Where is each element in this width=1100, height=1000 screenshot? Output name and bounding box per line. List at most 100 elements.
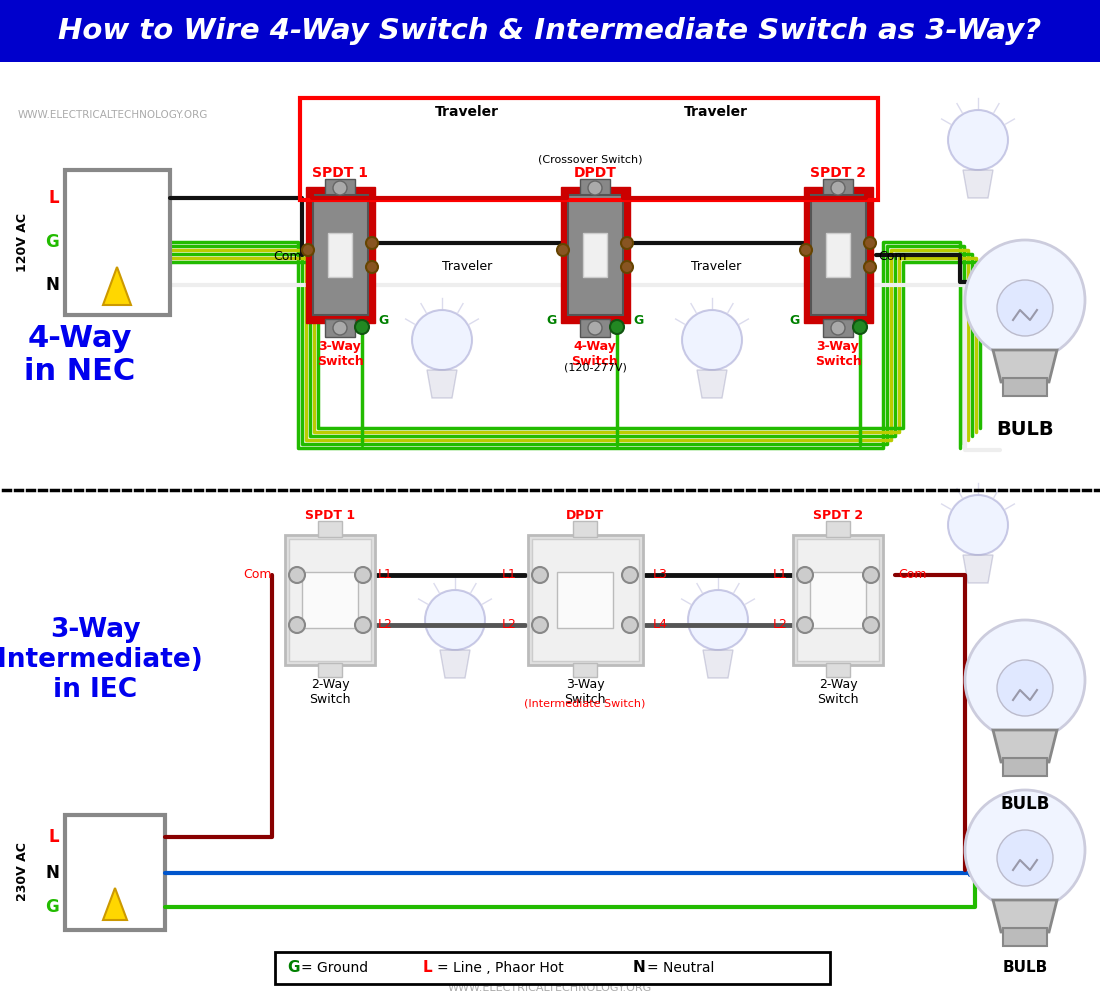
Polygon shape [962,170,993,198]
Circle shape [800,244,812,256]
Circle shape [532,567,548,583]
Text: 2-Way
Switch: 2-Way Switch [817,678,859,706]
Bar [324,319,355,337]
Text: 2-Way
Switch: 2-Way Switch [309,678,351,706]
Bar [793,535,883,665]
Polygon shape [103,267,131,305]
Bar [804,187,873,323]
Circle shape [965,240,1085,360]
Text: N: N [45,864,59,882]
Text: 3-Way
(Intermediate)
in IEC: 3-Way (Intermediate) in IEC [0,617,204,703]
Circle shape [997,660,1053,716]
Text: Traveler: Traveler [434,105,499,119]
Bar [580,179,611,197]
Text: L: L [48,189,59,207]
Bar [324,179,355,197]
Text: L1: L1 [502,568,517,582]
Text: (Intermediate Switch): (Intermediate Switch) [525,698,646,708]
Circle shape [588,181,602,195]
Text: 3-Way
Switch: 3-Way Switch [564,678,606,706]
Text: L: L [48,828,59,846]
Bar [823,179,852,197]
Text: N: N [632,960,646,976]
Bar [1003,758,1047,776]
Circle shape [333,321,346,335]
Circle shape [366,237,378,249]
Circle shape [864,261,876,273]
Circle shape [621,261,632,273]
Text: WWW.ELECTRICALTECHNOLOGY.ORG: WWW.ELECTRICALTECHNOLOGY.ORG [18,110,208,120]
Text: L1: L1 [773,568,788,582]
Text: BULB: BULB [1002,960,1047,975]
Bar [532,539,639,661]
Text: 230V AC: 230V AC [16,843,30,901]
Text: SPDT 1: SPDT 1 [312,166,368,180]
Text: G: G [378,314,388,326]
Bar [826,663,850,677]
Circle shape [425,590,485,650]
Circle shape [688,590,748,650]
Bar [0,62,1100,490]
Bar [811,195,866,315]
Polygon shape [993,730,1057,762]
Circle shape [355,617,371,633]
Bar [314,195,369,315]
Circle shape [997,830,1053,886]
Circle shape [948,110,1008,170]
Polygon shape [703,650,733,678]
Polygon shape [993,350,1057,382]
Bar [65,170,170,315]
Circle shape [355,567,371,583]
Circle shape [965,790,1085,910]
Text: Com: Com [898,568,926,582]
Circle shape [588,321,602,335]
Circle shape [621,237,632,249]
Circle shape [289,617,305,633]
Bar [1003,928,1047,946]
Bar [573,663,597,677]
Bar [285,535,375,665]
Circle shape [864,567,879,583]
Circle shape [798,617,813,633]
Bar [573,521,597,537]
Bar [306,187,375,323]
Circle shape [355,320,368,334]
Bar [798,539,879,661]
Text: DPDT: DPDT [565,509,604,522]
Text: G: G [45,233,59,251]
Text: Traveler: Traveler [442,260,492,273]
Bar [318,663,342,677]
Text: BULB: BULB [1000,795,1049,813]
Text: SPDT 2: SPDT 2 [810,166,866,180]
Text: SPDT 1: SPDT 1 [305,509,355,522]
Bar [302,572,358,628]
Text: Com: Com [878,250,906,263]
Text: WWW.ELECTRICALTECHNOLOGY.ORG: WWW.ELECTRICALTECHNOLOGY.ORG [448,983,652,993]
Circle shape [798,567,813,583]
Text: How to Wire 4-Way Switch & Intermediate Switch as 3-Way?: How to Wire 4-Way Switch & Intermediate … [58,17,1042,45]
Text: N: N [45,276,59,294]
Circle shape [682,310,742,370]
Text: = Neutral: = Neutral [647,961,714,975]
Polygon shape [962,555,993,583]
Bar [561,187,630,323]
Text: 4-Way
Switch: 4-Way Switch [572,340,618,368]
Circle shape [965,620,1085,740]
Bar [826,233,850,277]
Text: BULB: BULB [997,420,1054,439]
Text: 120V AC: 120V AC [16,213,30,271]
Text: = Ground: = Ground [301,961,386,975]
Text: 3-Way
Switch: 3-Way Switch [317,340,363,368]
Circle shape [557,244,569,256]
Circle shape [621,617,638,633]
Text: (120-277V): (120-277V) [563,363,626,373]
Circle shape [948,495,1008,555]
Text: L: L [424,960,432,976]
Bar [1003,378,1047,396]
Text: G: G [287,960,299,976]
Bar [300,98,878,200]
Bar [568,195,623,315]
Polygon shape [103,888,127,920]
Bar [580,319,611,337]
Circle shape [852,320,867,334]
